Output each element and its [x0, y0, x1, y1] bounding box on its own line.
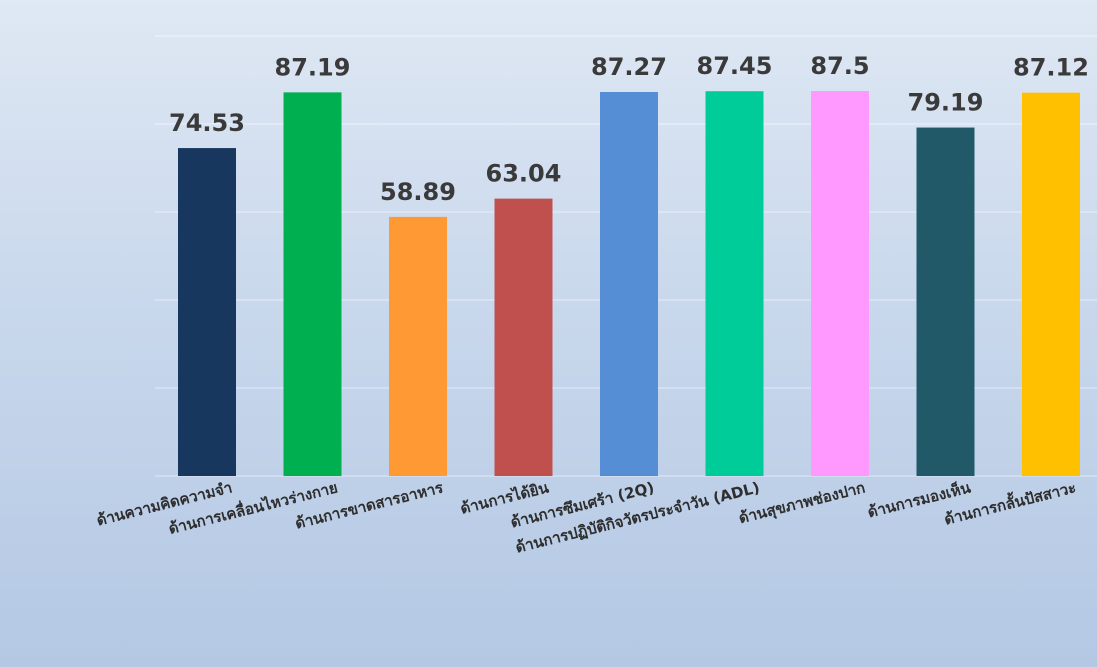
bar: [1022, 92, 1080, 476]
data-label: 87.27: [591, 53, 667, 81]
data-label: 87.12: [1013, 54, 1089, 82]
value-labels: 74.53 87.19 58.89 63.04 87.27 87.45 87.5 79.19 8…: [169, 52, 1089, 206]
data-label: 87.5: [810, 52, 869, 80]
bar: [600, 92, 658, 477]
data-label: 58.89: [380, 178, 456, 206]
category-labels: ด้านความคิดความจำด้านการเคลื่อนไหวร่างกา…: [95, 476, 1078, 557]
bar: [178, 148, 236, 476]
bar: [494, 198, 553, 476]
bar: [811, 91, 869, 476]
bar: [389, 216, 447, 476]
bars: [178, 91, 1080, 477]
bar: [705, 91, 764, 476]
data-label: 87.45: [697, 52, 773, 80]
bar: [916, 127, 975, 477]
bar: [283, 92, 342, 476]
data-label: 79.19: [908, 89, 984, 117]
data-label: 63.04: [486, 160, 562, 188]
data-label: 74.53: [169, 109, 245, 137]
data-label: 87.19: [275, 53, 351, 81]
